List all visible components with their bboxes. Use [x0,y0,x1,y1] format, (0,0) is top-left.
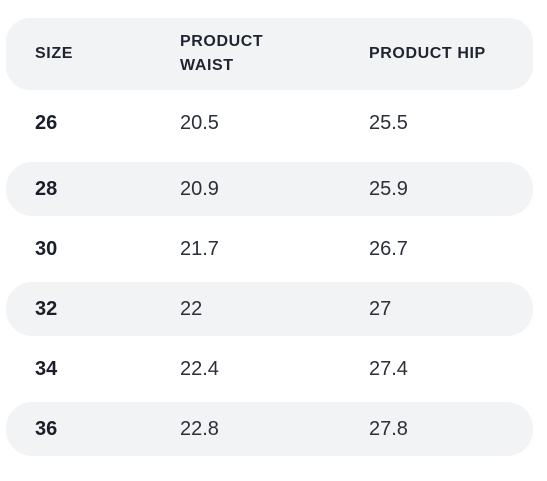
table-row: 34 22.4 27.4 [6,342,533,396]
table-row: 36 22.8 27.8 [6,402,533,456]
cell-product-hip: 26.7 [369,238,408,260]
cell-product-hip: 27 [369,298,392,320]
table-row: 30 21.7 26.7 [6,222,533,276]
cell-product-waist: 22 [180,298,203,320]
cell-product-hip: 27.8 [369,418,408,440]
header-product-hip: PRODUCT HIP [369,45,486,62]
table-row: 28 20.9 25.9 [6,162,533,216]
cell-product-hip: 25.9 [369,178,408,200]
cell-size: 34 [35,358,58,380]
table-row: 32 22 27 [6,282,533,336]
header-size: SIZE [35,45,73,62]
cell-size: 32 [35,298,58,320]
cell-product-hip: 27.4 [369,358,408,380]
cell-size: 30 [35,238,58,260]
table-row: 26 20.5 25.5 [6,90,533,156]
header-product-waist: PRODUCT WAIST [180,33,264,74]
cell-product-waist: 22.8 [180,418,219,440]
cell-size: 36 [35,418,58,440]
cell-product-waist: 20.9 [180,178,219,200]
cell-size: 26 [35,112,58,134]
cell-product-waist: 22.4 [180,358,219,380]
cell-product-hip: 25.5 [369,112,408,134]
cell-product-waist: 20.5 [180,112,219,134]
table-header-row: SIZE PRODUCT WAIST PRODUCT HIP [6,18,533,90]
cell-product-waist: 21.7 [180,238,219,260]
size-chart-table: SIZE PRODUCT WAIST PRODUCT HIP 26 20.5 2… [6,18,533,456]
cell-size: 28 [35,178,58,200]
